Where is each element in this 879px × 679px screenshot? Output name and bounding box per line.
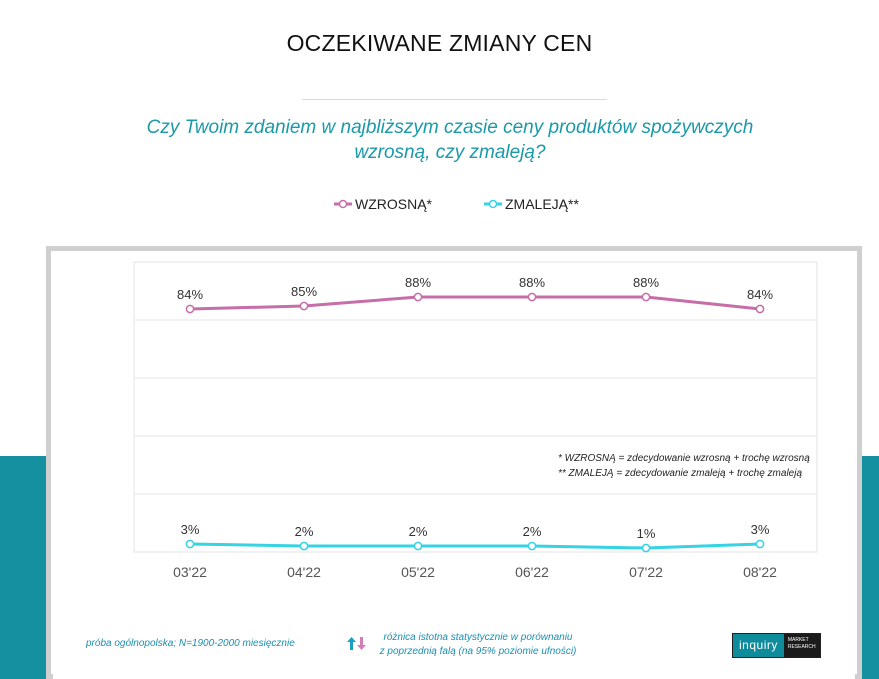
- x-tick-label: 08'22: [743, 564, 777, 580]
- significance-line-1: różnica istotna statystycznie w porównan…: [383, 632, 573, 643]
- data-label-decrease: 3%: [751, 522, 770, 537]
- x-tick-label: 03'22: [173, 564, 207, 580]
- x-tick-label: 05'22: [401, 564, 435, 580]
- data-label-increase: 88%: [405, 275, 431, 290]
- logo-subtext-line-1: MARKET: [787, 637, 809, 643]
- data-point-decrease: [641, 543, 651, 553]
- chart-legend: WZROSNĄ* ZMALEJĄ**: [0, 196, 879, 216]
- legend-label-increase: WZROSNĄ*: [355, 196, 432, 212]
- data-label-decrease: 2%: [523, 524, 542, 539]
- data-point-decrease: [299, 541, 309, 551]
- chart-card: [46, 246, 862, 679]
- significance-line-2: z poprzednią falą (na 95% poziomie ufnoś…: [379, 646, 577, 657]
- significance-arrows: [347, 637, 366, 650]
- arrow-down-icon: [357, 637, 366, 650]
- data-label-decrease: 3%: [181, 522, 200, 537]
- data-label-decrease: 2%: [295, 524, 314, 539]
- x-tick-label: 04'22: [287, 564, 321, 580]
- legend-item-increase: WZROSNĄ*: [333, 196, 432, 212]
- arrow-up-icon: [347, 637, 356, 650]
- data-point-increase: [299, 301, 309, 311]
- significance-note: różnica istotna statystycznie w porównan…: [378, 631, 578, 659]
- series-line-increase: [189, 295, 761, 311]
- legend-label-decrease: ZMALEJĄ**: [505, 196, 579, 212]
- data-point-increase: [641, 292, 651, 302]
- logo-subtext-line-2: RESEARCH: [787, 644, 816, 650]
- logo-subtext: MARKET RESEARCH: [783, 634, 820, 657]
- plot-area-border: [133, 261, 818, 553]
- data-label-decrease: 1%: [637, 526, 656, 541]
- data-label-increase: 84%: [747, 287, 773, 302]
- logo-text: inquiry: [733, 634, 784, 657]
- survey-question: Czy Twoim zdaniem w najbliższym czasie c…: [146, 117, 754, 163]
- data-label-increase: 84%: [177, 287, 203, 302]
- chart-card-inner: [53, 253, 855, 679]
- sample-note: próba ogólnopolska; N=1900-2000 miesięcz…: [86, 638, 295, 649]
- data-label-decrease: 2%: [409, 524, 428, 539]
- data-point-decrease: [413, 541, 423, 551]
- legend-line-marker-icon: [484, 199, 502, 209]
- footnote-increase: * WZROSNĄ = zdecydowanie wzrosną + troch…: [558, 453, 810, 464]
- data-point-decrease: [185, 539, 195, 549]
- data-label-increase: 88%: [633, 275, 659, 290]
- series-line-decrease: [189, 542, 761, 550]
- data-point-decrease: [755, 539, 765, 549]
- title-divider: [302, 99, 607, 100]
- data-label-increase: 85%: [291, 284, 317, 299]
- data-point-increase: [755, 304, 765, 314]
- legend-line-marker-icon: [334, 199, 352, 209]
- data-point-increase: [413, 292, 423, 302]
- legend-item-decrease: ZMALEJĄ**: [483, 196, 579, 212]
- data-point-increase: [185, 304, 195, 314]
- page-title: OCZEKIWANE ZMIANY CEN: [286, 30, 593, 56]
- footnote-decrease: ** ZMALEJĄ = zdecydowanie zmaleją + troc…: [558, 468, 803, 479]
- inquiry-logo: inquiry MARKET RESEARCH: [732, 633, 821, 658]
- data-label-increase: 88%: [519, 275, 545, 290]
- data-point-decrease: [527, 541, 537, 551]
- x-tick-label: 06'22: [515, 564, 549, 580]
- x-tick-label: 07'22: [629, 564, 663, 580]
- data-point-increase: [527, 292, 537, 302]
